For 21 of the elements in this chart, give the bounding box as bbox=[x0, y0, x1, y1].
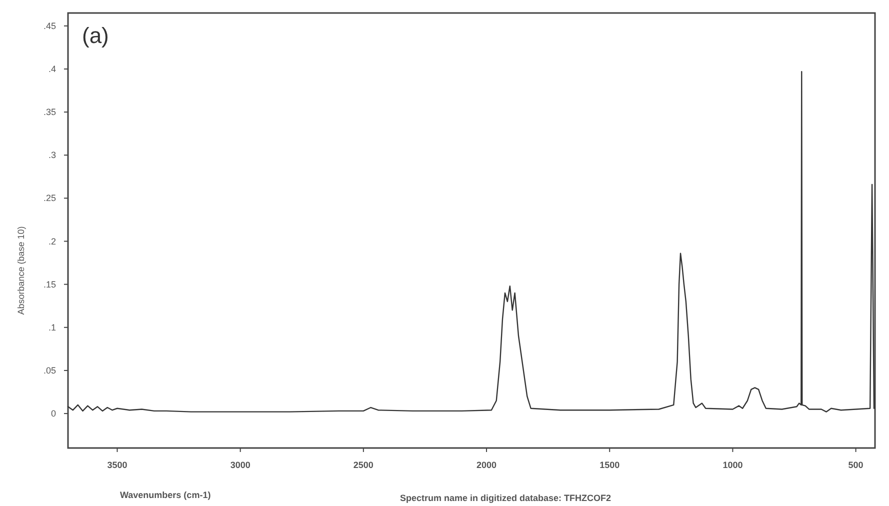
x-tick-label: 1500 bbox=[600, 460, 620, 470]
text: (a) bbox=[82, 23, 109, 48]
x-tick-label: 1000 bbox=[722, 460, 743, 470]
y-axis-title: Absorbance (base 10) bbox=[16, 226, 26, 315]
x-tick-label: 3000 bbox=[230, 460, 250, 470]
y-tick-label: .3 bbox=[48, 150, 56, 160]
y-tick-label: 0 bbox=[50, 408, 56, 419]
x-tick-label: 500 bbox=[848, 460, 864, 470]
x-tick-label: 3500 bbox=[107, 460, 128, 470]
y-tick-label: .25 bbox=[43, 193, 56, 204]
y-tick-label: .4 bbox=[48, 64, 56, 74]
y-tick-label: .35 bbox=[43, 107, 56, 118]
x-axis-title: Wavenumbers (cm-1) bbox=[120, 490, 211, 500]
y-tick-label: .1 bbox=[48, 322, 56, 332]
y-tick-label: .2 bbox=[48, 236, 56, 246]
x-tick-label: 2500 bbox=[353, 460, 374, 470]
y-tick-label: .45 bbox=[43, 20, 56, 31]
x-tick-label: 2000 bbox=[476, 460, 497, 470]
y-tick-label: .15 bbox=[43, 279, 56, 290]
text: Spectrum name in digitized database: TFHZCOF2 bbox=[400, 493, 612, 503]
y-tick-label: .05 bbox=[43, 365, 56, 376]
